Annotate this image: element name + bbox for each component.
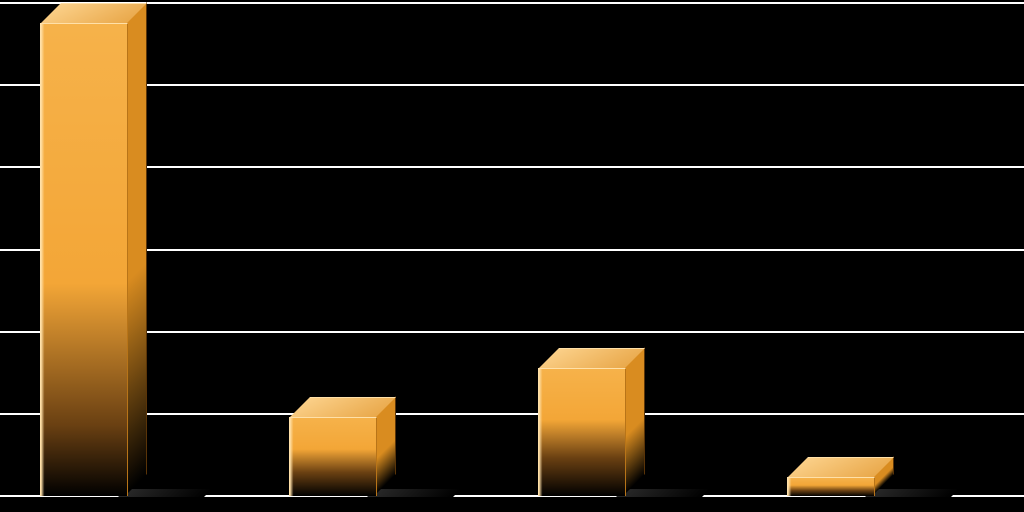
bar-top-face bbox=[40, 3, 147, 24]
bar-floor-shadow bbox=[367, 489, 461, 497]
gridline bbox=[0, 84, 1024, 86]
bar bbox=[787, 477, 873, 495]
bar-top-face bbox=[289, 397, 396, 418]
bar-side-face bbox=[126, 2, 147, 495]
bar-top-face bbox=[538, 348, 645, 369]
gridline bbox=[0, 249, 1024, 251]
gridline bbox=[0, 413, 1024, 415]
gridline bbox=[0, 166, 1024, 168]
bar-front-face bbox=[40, 23, 128, 496]
bar-front-face bbox=[538, 368, 626, 496]
bar-floor-shadow bbox=[865, 489, 959, 497]
bar bbox=[538, 368, 624, 495]
bar-side-face bbox=[624, 347, 645, 495]
plot-area bbox=[0, 0, 1024, 512]
bar-front-face bbox=[787, 477, 875, 496]
bar-top-face bbox=[787, 457, 894, 478]
gridline bbox=[0, 331, 1024, 333]
bar bbox=[289, 417, 375, 495]
bar bbox=[40, 23, 126, 495]
bar-front-face bbox=[289, 417, 377, 496]
bar-floor-shadow bbox=[118, 489, 212, 497]
bar-floor-shadow bbox=[616, 489, 710, 497]
bar-chart-3d bbox=[0, 0, 1024, 512]
